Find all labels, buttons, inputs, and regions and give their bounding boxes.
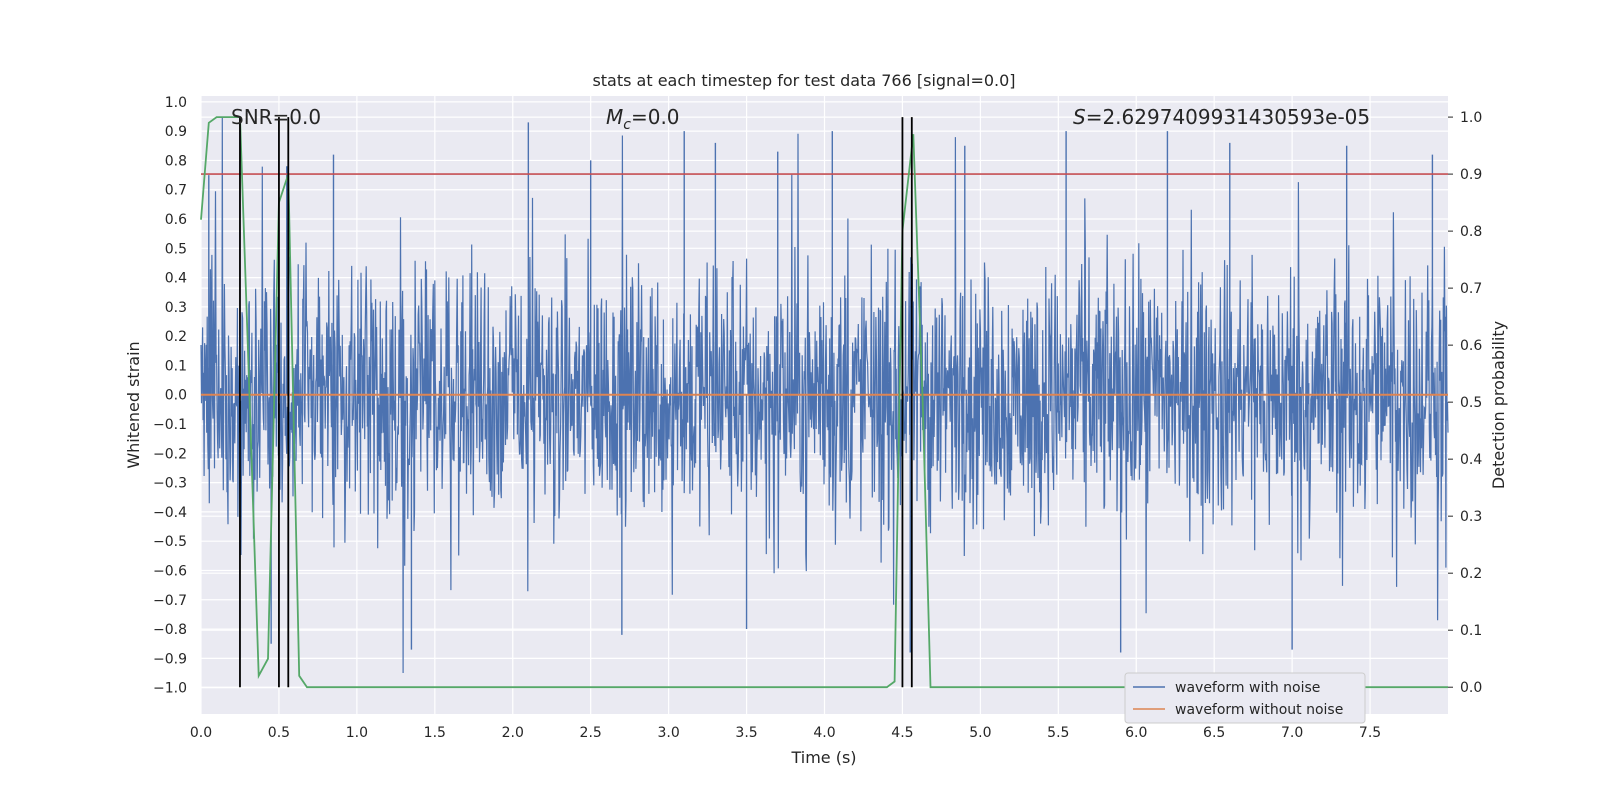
y-right-tick-label: 0.1 bbox=[1460, 623, 1482, 639]
y-left-axis-ticks: 1.0 0.9 0.8 0.7 0.6 0.5 0.4 0.3 0.2 0.1 0.0 −0.1 −0.… bbox=[153, 95, 187, 697]
vertical-markers bbox=[239, 117, 913, 688]
legend-label-clean: waveform without noise bbox=[1175, 702, 1343, 718]
x-tick-label: 2.0 bbox=[502, 725, 524, 741]
legend: waveform with noise waveform without noi… bbox=[1124, 672, 1366, 724]
y-left-tick-label: 0.5 bbox=[165, 241, 187, 257]
x-tick-label: 7.0 bbox=[1281, 725, 1303, 741]
y-left-tick-label: −0.6 bbox=[153, 563, 187, 579]
s-value: =2.6297409931430593e-05 bbox=[1086, 105, 1370, 129]
y-left-tick-label: 1.0 bbox=[165, 95, 187, 111]
mc-value: =0.0 bbox=[631, 105, 680, 129]
y-left-tick-label: −0.7 bbox=[153, 593, 187, 609]
snr-annotation: SNR=0.0 bbox=[231, 105, 321, 129]
x-tick-label: 6.5 bbox=[1203, 725, 1225, 741]
y-left-tick-label: −1.0 bbox=[153, 681, 187, 697]
x-axis-label: Time (s) bbox=[790, 748, 856, 767]
series-waveform-with-noise bbox=[200, 116, 1449, 674]
x-tick-label: 7.5 bbox=[1359, 725, 1381, 741]
x-tick-label: 2.5 bbox=[580, 725, 602, 741]
chirp-mass-annotation: Mc=0.0 bbox=[606, 105, 680, 133]
y-right-tick-label: 0.0 bbox=[1460, 680, 1482, 696]
y-right-axis-ticks: 0.0 0.1 0.2 0.3 0.4 0.5 0.6 0.7 0.8 0.9 1.0 bbox=[1448, 110, 1482, 696]
legend-label-noise: waveform with noise bbox=[1175, 680, 1320, 696]
mc-symbol: M bbox=[606, 105, 623, 129]
y-left-tick-label: −0.2 bbox=[153, 446, 187, 462]
y-left-tick-label: −0.9 bbox=[153, 651, 187, 667]
y-right-tick-label: 1.0 bbox=[1460, 110, 1482, 126]
y-right-tick-label: 0.8 bbox=[1460, 224, 1482, 240]
y-left-tick-label: −0.5 bbox=[153, 534, 187, 550]
noise-path bbox=[200, 116, 1449, 674]
x-tick-label: 4.0 bbox=[813, 725, 835, 741]
y-right-tick-label: 0.7 bbox=[1460, 281, 1482, 297]
y-right-tick-label: 0.9 bbox=[1460, 167, 1482, 183]
y-left-tick-label: 0.3 bbox=[165, 300, 187, 316]
s-symbol: S bbox=[1073, 105, 1086, 129]
y-left-tick-label: −0.3 bbox=[153, 476, 187, 492]
y-left-tick-label: 0.7 bbox=[165, 183, 187, 199]
y-left-tick-label: −0.1 bbox=[153, 417, 187, 433]
y-left-tick-label: 0.4 bbox=[165, 271, 187, 287]
y-right-tick-label: 0.2 bbox=[1460, 566, 1482, 582]
x-tick-label: 1.0 bbox=[346, 725, 368, 741]
x-tick-label: 1.5 bbox=[424, 725, 446, 741]
x-tick-label: 3.0 bbox=[657, 725, 679, 741]
s-annotation: S=2.6297409931430593e-05 bbox=[1073, 105, 1370, 129]
y-left-tick-label: −0.8 bbox=[153, 622, 187, 638]
y-left-tick-label: −0.4 bbox=[153, 505, 187, 521]
y-right-axis-label: Detection probability bbox=[1489, 321, 1508, 489]
y-left-tick-label: 0.1 bbox=[165, 358, 187, 374]
y-left-tick-label: 0.2 bbox=[165, 329, 187, 345]
y-left-axis-label: Whitened strain bbox=[124, 341, 143, 468]
x-tick-label: 4.5 bbox=[891, 725, 913, 741]
x-axis-ticks: 0.0 0.5 1.0 1.5 2.0 2.5 3.0 3.5 4.0 4.5 5.0 5.5 6.0 6… bbox=[190, 725, 1381, 741]
y-right-tick-label: 0.5 bbox=[1460, 395, 1482, 411]
y-right-tick-label: 0.6 bbox=[1460, 338, 1482, 354]
x-tick-label: 5.0 bbox=[969, 725, 991, 741]
y-left-tick-label: 0.6 bbox=[165, 212, 187, 228]
y-left-tick-label: 0.0 bbox=[165, 388, 187, 404]
legend-box bbox=[1124, 672, 1366, 724]
y-right-tick-label: 0.3 bbox=[1460, 509, 1482, 525]
x-tick-label: 0.5 bbox=[268, 725, 290, 741]
y-left-tick-label: 0.8 bbox=[165, 153, 187, 169]
x-tick-label: 5.5 bbox=[1047, 725, 1069, 741]
y-left-tick-label: 0.9 bbox=[165, 124, 187, 140]
y-right-tick-label: 0.4 bbox=[1460, 452, 1482, 468]
x-tick-label: 3.5 bbox=[735, 725, 757, 741]
chart-title: stats at each timestep for test data 766… bbox=[592, 71, 1015, 90]
mc-subscript: c bbox=[623, 117, 631, 133]
x-tick-label: 0.0 bbox=[190, 725, 212, 741]
x-tick-label: 6.0 bbox=[1125, 725, 1147, 741]
